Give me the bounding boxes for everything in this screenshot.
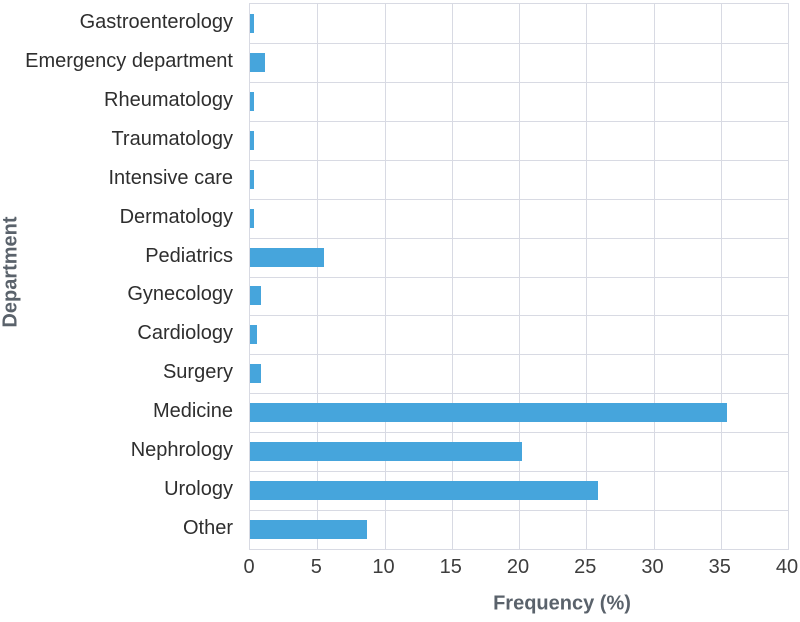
plot-area xyxy=(249,3,789,550)
x-tick-label: 35 xyxy=(708,556,731,578)
bar-urology xyxy=(250,481,599,501)
bar-gynecology xyxy=(250,286,261,306)
bar-cardiology xyxy=(250,325,257,345)
gridline-horizontal xyxy=(250,432,788,434)
bar-emergency-department xyxy=(250,52,265,72)
x-tick-label: 30 xyxy=(641,556,664,578)
category-label: Gynecology xyxy=(127,283,233,306)
category-label: Cardiology xyxy=(137,322,233,345)
bar-medicine xyxy=(250,403,728,423)
gridline-horizontal xyxy=(250,198,788,200)
gridline-horizontal xyxy=(250,354,788,356)
x-tick-label: 0 xyxy=(243,556,255,578)
bar-rheumatology xyxy=(250,91,255,111)
x-axis-tick-labels: 0 5 10 15 20 25 30 35 40 xyxy=(0,556,800,582)
bar-gastroenterology xyxy=(250,13,255,33)
bar-intensive-care xyxy=(250,169,255,189)
x-tick-label: 5 xyxy=(310,556,322,578)
x-tick-label: 10 xyxy=(372,556,395,578)
category-axis-labels: Gastroenterology Emergency department Rheu… xyxy=(0,3,233,548)
category-label: Traumatology xyxy=(111,127,233,150)
gridline-horizontal xyxy=(250,81,788,83)
gridline-horizontal xyxy=(250,471,788,473)
x-tick-label: 15 xyxy=(439,556,462,578)
category-label: Other xyxy=(182,517,233,540)
category-label: Rheumatology xyxy=(104,88,233,111)
bar-surgery xyxy=(250,364,261,384)
category-label: Urology xyxy=(164,478,233,501)
bar-traumatology xyxy=(250,130,255,150)
bar-dermatology xyxy=(250,208,255,228)
gridline-horizontal xyxy=(250,237,788,239)
category-label: Pediatrics xyxy=(145,244,233,267)
category-label: Surgery xyxy=(162,361,233,384)
gridline-horizontal xyxy=(250,120,788,122)
category-label: Nephrology xyxy=(130,439,233,462)
bar-pediatrics xyxy=(250,247,324,267)
category-label: Dermatology xyxy=(119,205,233,228)
gridline-horizontal xyxy=(250,159,788,161)
x-axis-title: Frequency (%) xyxy=(493,592,631,615)
bar-nephrology xyxy=(250,442,522,462)
x-tick-label: 25 xyxy=(574,556,597,578)
gridline-horizontal xyxy=(250,276,788,278)
category-label: Medicine xyxy=(152,400,233,423)
bar-other xyxy=(250,520,367,540)
gridline-horizontal xyxy=(250,510,788,512)
gridline-horizontal xyxy=(250,393,788,395)
gridline-horizontal xyxy=(250,42,788,44)
x-tick-label: 40 xyxy=(775,556,799,578)
x-tick-label: 20 xyxy=(506,556,530,578)
category-label: Emergency department xyxy=(25,49,233,72)
category-label: Intensive care xyxy=(108,166,233,189)
category-label: Gastroenterology xyxy=(79,10,233,33)
gridline-horizontal xyxy=(250,315,788,317)
